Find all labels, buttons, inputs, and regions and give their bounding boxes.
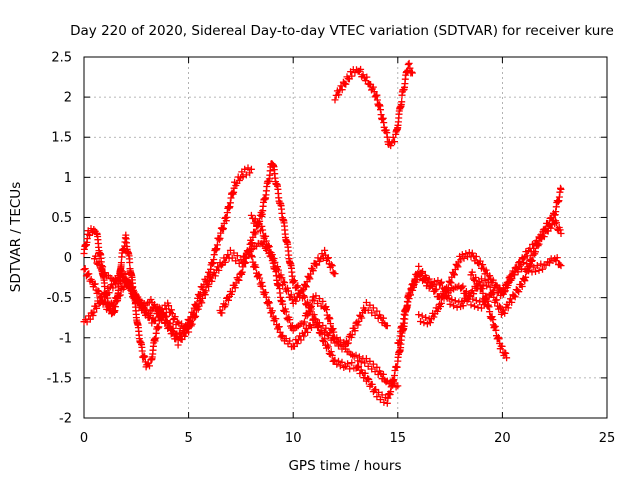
series-track-i: [415, 249, 565, 328]
x-tick-label: 10: [285, 431, 302, 446]
y-tick-label: 0.5: [51, 211, 72, 226]
data-points: [80, 59, 565, 407]
x-axis-label: GPS time / hours: [288, 458, 401, 474]
y-tick-label: -0.5: [47, 291, 72, 306]
data-point-markers: [331, 59, 416, 150]
x-tick-label: 5: [184, 431, 192, 446]
y-tick-label: 0: [64, 251, 72, 266]
data-point-markers: [247, 252, 402, 391]
chart-title: Day 220 of 2020, Sidereal Day-to-day VTE…: [70, 23, 614, 39]
y-tick-label: -1.5: [47, 371, 72, 386]
series-track-d: [91, 238, 339, 349]
y-tick-label: 2.5: [51, 51, 72, 66]
series-track-g: [247, 252, 402, 391]
series-track-f: [247, 211, 391, 349]
series-track-k: [331, 59, 416, 150]
series-track-j: [467, 268, 511, 362]
y-tick-label: -1: [59, 331, 72, 346]
data-point-markers: [247, 211, 391, 349]
x-tick-label: 0: [80, 431, 88, 446]
y-axis-label: SDTVAR / TECUs: [8, 182, 24, 292]
plot-frame: [83, 56, 608, 419]
data-point-markers: [415, 249, 565, 328]
axis-ticks: 0 5 10 15 20 25 -2 -1.5 -1 -0.5 0 0.5 1 1.5 2 2.5: [47, 51, 616, 447]
data-point-markers: [91, 238, 339, 349]
x-tick-label: 25: [599, 431, 616, 446]
y-tick-label: 2: [64, 91, 72, 106]
data-point-markers: [467, 268, 511, 362]
x-tick-label: 20: [494, 431, 511, 446]
y-tick-label: -2: [59, 412, 72, 427]
grid: [84, 57, 607, 418]
x-tick-label: 15: [390, 431, 407, 446]
y-tick-label: 1.5: [51, 131, 72, 146]
y-tick-label: 1: [64, 171, 72, 186]
